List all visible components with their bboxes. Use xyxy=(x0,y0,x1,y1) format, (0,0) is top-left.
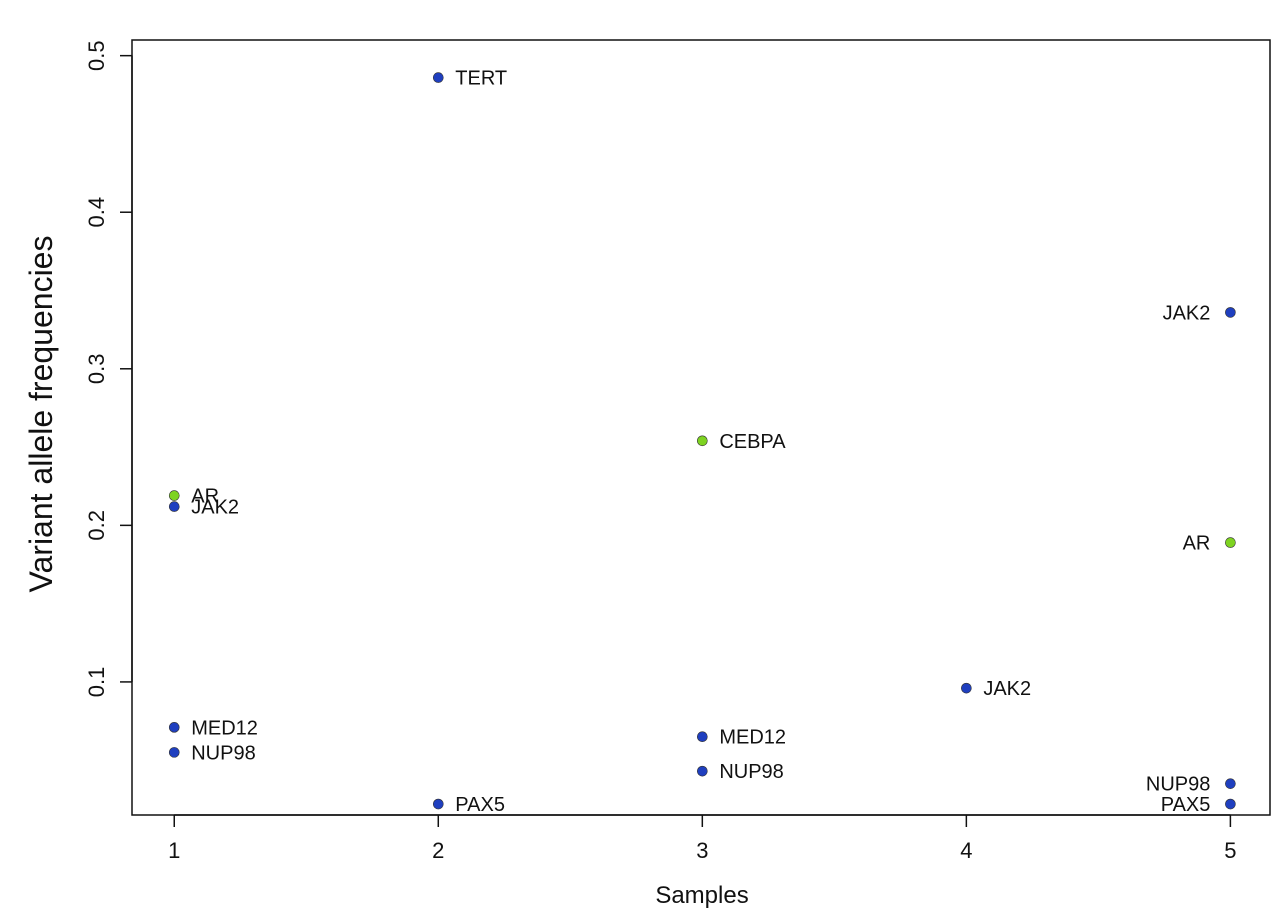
point-label: TERT xyxy=(455,68,507,90)
point-label: MED12 xyxy=(719,727,786,749)
data-point xyxy=(1225,537,1236,548)
y-axis-title: Variant allele frequencies xyxy=(23,236,59,593)
point-label: JAK2 xyxy=(191,497,239,519)
point-label: NUP98 xyxy=(1146,774,1210,796)
point-labels: ARJAK2MED12NUP98TERTPAX5CEBPAMED12NUP98J… xyxy=(191,68,1210,816)
point-label: PAX5 xyxy=(455,794,505,816)
point-label: AR xyxy=(191,486,219,508)
y-tick-label: 0.1 xyxy=(84,667,109,698)
data-point xyxy=(697,731,708,743)
point-label: JAK2 xyxy=(983,678,1031,700)
data-point xyxy=(961,682,972,694)
data-point xyxy=(168,490,180,501)
y-axis: 0.1 0.2 0.3 0.4 0.5 xyxy=(84,40,133,698)
x-tick-label: 5 xyxy=(1224,838,1236,863)
y-tick-label: 0.5 xyxy=(84,40,109,71)
data-point xyxy=(1225,307,1236,318)
x-axis: 1 2 3 4 5 xyxy=(168,814,1237,863)
point-label: AR xyxy=(1183,533,1211,555)
point-label: JAK2 xyxy=(1163,302,1211,324)
data-points xyxy=(168,72,1236,810)
data-point xyxy=(168,747,180,758)
data-point xyxy=(168,722,180,733)
point-label: PAX5 xyxy=(1161,794,1211,816)
y-tick-label: 0.4 xyxy=(84,197,109,228)
point-label: NUP98 xyxy=(719,761,783,783)
point-label: MED12 xyxy=(191,717,258,739)
data-point xyxy=(697,435,708,447)
data-point xyxy=(1225,798,1236,810)
x-tick-label: 3 xyxy=(696,838,708,863)
plot-frame xyxy=(131,39,1271,816)
point-label: NUP98 xyxy=(191,742,255,764)
data-point xyxy=(697,765,708,777)
data-point xyxy=(432,72,444,83)
data-point xyxy=(1225,778,1236,789)
y-tick-label: 0.3 xyxy=(84,353,109,384)
data-point xyxy=(432,798,444,810)
x-tick-label: 1 xyxy=(168,838,180,863)
x-tick-label: 2 xyxy=(432,838,444,863)
x-axis-title: Samples xyxy=(655,882,748,909)
x-tick-label: 4 xyxy=(960,838,972,863)
y-tick-label: 0.2 xyxy=(84,510,109,541)
point-label: CEBPA xyxy=(719,431,786,453)
data-point xyxy=(168,501,180,512)
